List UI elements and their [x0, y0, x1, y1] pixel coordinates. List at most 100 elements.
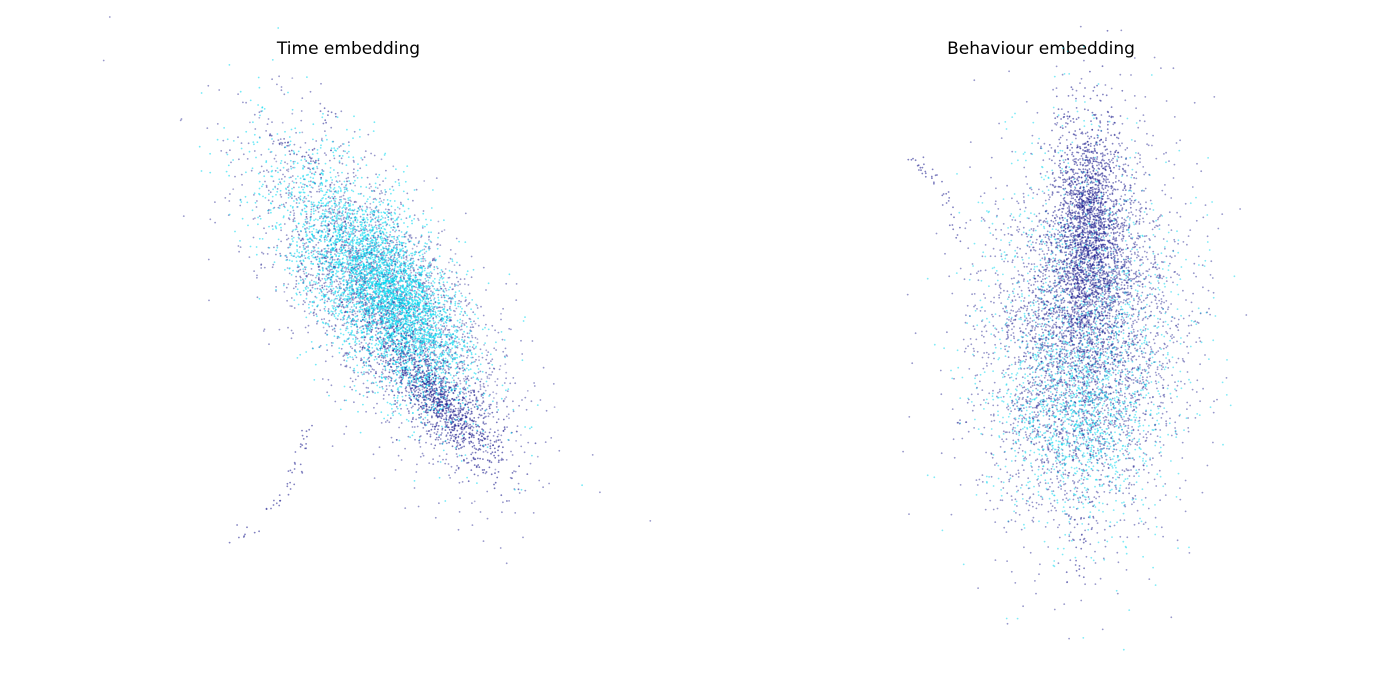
- scatter-point: [443, 395, 446, 398]
- scatter-point: [458, 447, 460, 450]
- scatter-point: [308, 231, 311, 233]
- scatter-point: [326, 285, 328, 288]
- scatter-point: [240, 173, 243, 176]
- scatter-point: [345, 353, 347, 355]
- scatter-point: [334, 212, 337, 215]
- scatter-point: [445, 400, 448, 402]
- scatter-point: [456, 440, 459, 442]
- scatter-point: [423, 423, 426, 426]
- scatter-point: [302, 278, 304, 281]
- scatter-point: [354, 354, 357, 357]
- scatter-point: [433, 322, 435, 325]
- scatter-point: [452, 409, 455, 411]
- scatter-point: [427, 360, 430, 363]
- scatter-point: [497, 461, 500, 463]
- scatter-point: [302, 300, 305, 302]
- scatter-point: [478, 404, 481, 407]
- scatter-point: [446, 346, 449, 348]
- scatter-point: [291, 238, 293, 240]
- scatter-point: [239, 204, 242, 207]
- scatter-point: [481, 432, 484, 435]
- scatter-point: [272, 142, 274, 145]
- scatter-point: [373, 477, 376, 479]
- scatter-point: [388, 371, 391, 374]
- scatter-point: [457, 409, 460, 412]
- scatter-point: [375, 330, 378, 333]
- scatter-point: [389, 213, 392, 215]
- scatter-point: [371, 210, 374, 213]
- scatter-point: [355, 296, 358, 299]
- scatter-point: [343, 311, 346, 314]
- scatter-point: [371, 266, 374, 269]
- scatter-point: [460, 431, 463, 434]
- scatter-point: [395, 346, 398, 349]
- scatter-point: [287, 141, 290, 144]
- scatter-point: [281, 142, 284, 145]
- scatter-point: [452, 392, 455, 394]
- scatter-point: [347, 150, 350, 153]
- scatter-point: [479, 388, 482, 391]
- scatter-point: [307, 324, 310, 327]
- scatter-point: [457, 435, 460, 438]
- scatter-point: [329, 184, 331, 186]
- scatter-point: [247, 142, 250, 145]
- scatter-point: [468, 441, 470, 443]
- scatter-point: [331, 235, 334, 238]
- scatter-point: [318, 265, 321, 268]
- scatter-point: [446, 317, 449, 319]
- scatter-point: [342, 241, 344, 243]
- scatter-point: [427, 430, 430, 432]
- scatter-point: [494, 472, 496, 474]
- scatter-point: [385, 169, 387, 172]
- scatter-point: [451, 411, 454, 414]
- scatter-point: [473, 320, 475, 323]
- scatter-point: [330, 149, 332, 152]
- scatter-point: [246, 158, 249, 160]
- scatter-point: [449, 249, 452, 251]
- scatter-point: [496, 378, 499, 380]
- scatter-point: [351, 388, 353, 391]
- scatter-point: [408, 385, 411, 387]
- scatter-point: [304, 301, 306, 304]
- scatter-point: [470, 308, 472, 311]
- scatter-point: [406, 317, 409, 319]
- scatter-point: [392, 403, 395, 406]
- scatter-point: [345, 244, 348, 247]
- scatter-point: [479, 363, 482, 366]
- scatter-point: [386, 419, 389, 422]
- scatter-point: [265, 232, 267, 235]
- scatter-point: [485, 415, 487, 418]
- scatter-point: [288, 189, 290, 192]
- scatter-point: [345, 207, 348, 209]
- scatter-point: [309, 289, 312, 292]
- scatter-point: [456, 363, 459, 366]
- scatter-point: [428, 421, 431, 423]
- scatter-point: [509, 382, 512, 385]
- scatter-point: [469, 385, 471, 387]
- scatter-point: [433, 306, 435, 308]
- scatter-point: [280, 89, 283, 92]
- scatter-point: [426, 419, 429, 421]
- scatter-point: [464, 416, 467, 419]
- scatter-point: [380, 248, 382, 251]
- scatter-point: [314, 295, 317, 298]
- scatter-point: [400, 459, 403, 461]
- scatter-point: [363, 339, 366, 341]
- scatter-point: [296, 266, 299, 269]
- scatter-point: [365, 318, 367, 320]
- scatter-point: [309, 289, 312, 291]
- scatter-point: [341, 248, 344, 251]
- scatter-point: [378, 245, 380, 248]
- scatter-point: [275, 502, 278, 505]
- scatter-point: [430, 428, 433, 431]
- scatter-point: [396, 397, 399, 399]
- scatter-point: [386, 342, 389, 344]
- scatter-point: [356, 330, 359, 333]
- scatter-point: [310, 208, 313, 211]
- scatter-point: [301, 434, 304, 437]
- scatter-point: [415, 264, 418, 267]
- scatter-point: [344, 251, 347, 254]
- scatter-point: [409, 351, 412, 354]
- scatter-point: [467, 480, 470, 483]
- scatter-point: [444, 403, 447, 406]
